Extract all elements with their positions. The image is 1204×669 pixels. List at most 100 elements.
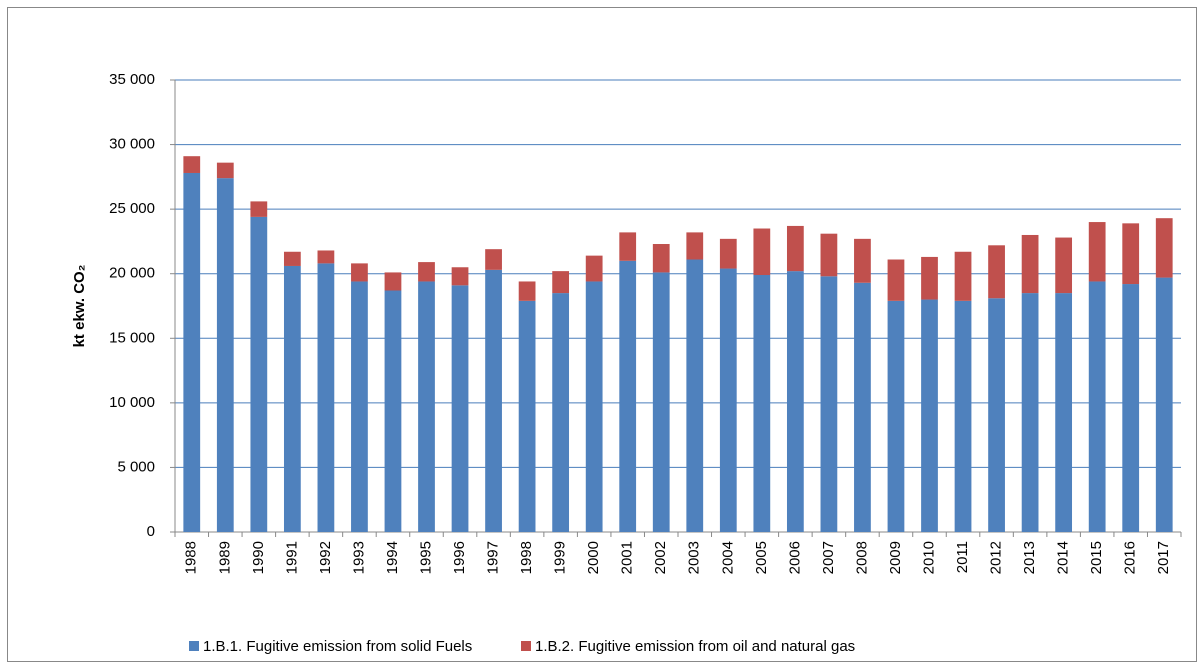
x-tick-label: 1999 (552, 541, 569, 574)
bar (1155, 218, 1173, 278)
bar (619, 260, 637, 532)
bar (753, 275, 771, 532)
bar (1055, 237, 1073, 294)
bar (1088, 222, 1106, 282)
bar (786, 225, 804, 272)
y-tick-label: 0 (147, 523, 155, 540)
bar (518, 281, 536, 301)
x-tick-label: 2012 (988, 541, 1005, 574)
bar (585, 281, 603, 532)
bar (585, 255, 603, 282)
bar (854, 282, 871, 532)
bar (418, 281, 435, 532)
bar (485, 249, 502, 270)
bar (820, 276, 838, 532)
bar (719, 238, 737, 269)
bar (719, 268, 737, 532)
legend-label: 1.B.1. Fugitive emission from solid Fuel… (203, 638, 472, 655)
bar (384, 290, 402, 532)
bar (418, 262, 435, 282)
x-tick-label: 2006 (786, 541, 803, 574)
bar (820, 233, 838, 277)
x-tick-label: 1996 (451, 541, 468, 574)
bar (451, 285, 469, 532)
bar (317, 263, 335, 532)
bar (988, 245, 1005, 299)
bar (753, 228, 771, 276)
x-tick-label: 2010 (920, 541, 937, 574)
bar (1088, 281, 1106, 532)
x-tick-label: 1993 (350, 541, 367, 574)
x-tick-label: 1989 (216, 541, 233, 574)
bar (619, 232, 637, 261)
x-tick-label: 2017 (1155, 541, 1172, 574)
bar (1122, 223, 1140, 285)
bar (384, 272, 402, 291)
x-tick-label: 1988 (183, 541, 200, 574)
legend-swatch (521, 641, 531, 651)
legend-swatch (189, 641, 199, 651)
bar (988, 298, 1005, 532)
x-tick-label: 2001 (619, 541, 636, 574)
x-tick-label: 2008 (853, 541, 870, 574)
bar (786, 271, 804, 532)
y-tick-label: 25 000 (109, 200, 155, 217)
x-tick-label: 2002 (652, 541, 669, 574)
bar (686, 259, 704, 532)
bar (183, 156, 201, 173)
bar (652, 244, 670, 273)
bar (887, 259, 905, 301)
bar (552, 271, 570, 294)
x-tick-label: 1990 (250, 541, 267, 574)
x-tick-label: 2004 (719, 541, 736, 574)
x-tick-label: 1994 (384, 541, 401, 574)
x-tick-label: 2013 (1021, 541, 1038, 574)
bar (1055, 293, 1073, 532)
x-tick-label: 2014 (1055, 541, 1072, 574)
y-tick-label: 15 000 (109, 329, 155, 346)
x-tick-label: 1992 (317, 541, 334, 574)
x-tick-label: 2003 (686, 541, 703, 574)
x-tick-label: 2016 (1122, 541, 1139, 574)
bar (283, 265, 301, 532)
bar (183, 172, 201, 533)
bar (854, 238, 871, 283)
x-tick-label: 1991 (283, 541, 300, 574)
bar (283, 251, 301, 266)
bar (518, 300, 536, 532)
bar (485, 269, 502, 532)
bar (250, 216, 268, 533)
x-tick-label: 2007 (820, 541, 837, 574)
bar (250, 201, 268, 217)
x-tick-label: 1995 (417, 541, 434, 574)
bar (921, 256, 938, 300)
bar (1155, 277, 1173, 532)
bar (652, 272, 670, 532)
bar (216, 162, 234, 179)
bar (351, 281, 368, 532)
bar (887, 300, 905, 532)
y-tick-label: 30 000 (109, 136, 155, 153)
bar (351, 263, 368, 282)
bar (954, 300, 972, 532)
y-axis-label: kt ekw. CO₂ (71, 265, 88, 348)
x-tick-label: 2011 (954, 541, 971, 573)
bar (686, 232, 704, 260)
bar (1122, 284, 1140, 532)
bar (921, 299, 938, 532)
bar (954, 251, 972, 301)
x-tick-label: 1998 (518, 541, 535, 574)
bar (216, 178, 234, 533)
bar (552, 293, 570, 532)
x-tick-label: 2015 (1088, 541, 1105, 574)
bar (1021, 234, 1039, 294)
x-tick-label: 2000 (585, 541, 602, 574)
bar (1021, 293, 1039, 532)
x-tick-label: 2005 (753, 541, 770, 574)
bar (317, 250, 335, 264)
x-tick-label: 2009 (887, 541, 904, 574)
y-tick-label: 35 000 (109, 71, 155, 88)
legend-label: 1.B.2. Fugitive emission from oil and na… (535, 638, 855, 655)
bar (451, 267, 469, 286)
